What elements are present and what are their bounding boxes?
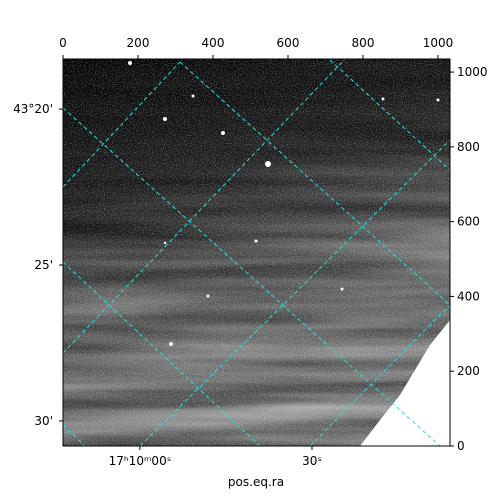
top-tick-label: 1000 [423,36,454,50]
right-tick-label: 600 [457,215,480,229]
right-tick-label: 200 [457,364,480,378]
y-tick-label: 25' [34,258,53,272]
frame [62,58,451,447]
top-tick-label: 200 [127,36,150,50]
top-tick-label: 400 [202,36,225,50]
x-axis-label: pos.eq.ra [228,475,284,489]
x-tick-label: 30ˢ [302,454,322,468]
right-tick-label: 1000 [457,65,488,79]
right-tick-label: 0 [457,439,465,453]
top-tick-label: 0 [59,36,67,50]
coordinate-grid [63,59,450,446]
sky-image [63,59,450,446]
top-tick-label: 600 [277,36,300,50]
y-tick-label: 30' [34,414,53,428]
x-tick-label: 17ʰ10ᵐ00ˢ [109,454,172,468]
right-tick-label: 400 [457,289,480,303]
y-tick-label: 43°20' [13,102,53,116]
top-tick-label: 800 [352,36,375,50]
right-tick-label: 800 [457,140,480,154]
